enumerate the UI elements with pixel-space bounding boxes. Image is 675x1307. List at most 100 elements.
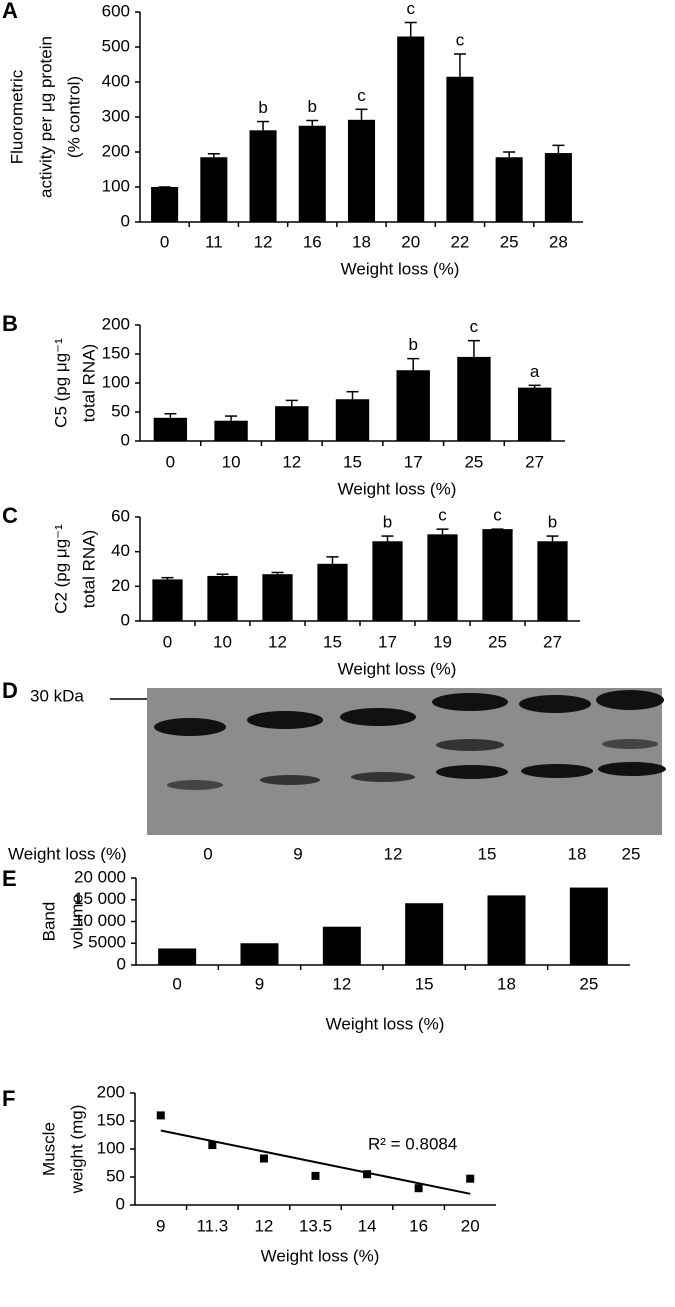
x-tick-label: 9: [293, 844, 302, 863]
bar: [487, 895, 526, 965]
blot-band: [247, 711, 323, 729]
significance-label: c: [470, 317, 479, 336]
bar: [537, 541, 568, 621]
significance-label: b: [408, 335, 417, 354]
significance-label: c: [357, 86, 366, 105]
y-tick-label: 400: [102, 71, 130, 90]
blot-band: [602, 739, 658, 749]
x-tick-label: 15: [415, 974, 434, 993]
y-axis-label: weight (mg): [67, 1105, 86, 1195]
blot-band: [340, 708, 416, 726]
point: [414, 1184, 423, 1193]
blot-band: [436, 739, 504, 751]
y-axis-label: Muscle: [39, 1122, 58, 1176]
x-tick-label: 19: [433, 632, 452, 651]
y-tick-label: 0: [121, 430, 130, 449]
y-tick-label: 100: [102, 372, 130, 391]
marker-label: 30 kDa: [30, 686, 84, 705]
bar: [446, 76, 474, 222]
bar: [482, 529, 513, 621]
blot-band: [167, 780, 223, 790]
y-tick-label: 15 000: [74, 889, 126, 908]
x-tick-label: 12: [254, 232, 273, 251]
bar: [405, 903, 444, 965]
blot-band: [598, 762, 666, 776]
y-axis-label: activity per μg protein: [36, 36, 55, 198]
significance-label: b: [258, 98, 267, 117]
y-axis-label: total RNA): [79, 344, 98, 422]
bar: [427, 534, 458, 621]
y-tick-label: 50: [111, 401, 130, 420]
x-tick-label: 25: [488, 632, 507, 651]
point: [156, 1111, 165, 1120]
bar: [249, 130, 277, 222]
y-tick-label: 100: [102, 176, 130, 195]
bar: [151, 187, 179, 222]
bar: [335, 399, 370, 441]
bar: [240, 943, 279, 965]
y-tick-label: 600: [102, 1, 130, 20]
point: [208, 1141, 217, 1150]
blot-band: [519, 695, 591, 713]
x-tick-label: 0: [163, 632, 172, 651]
y-tick-label: 60: [111, 506, 130, 525]
blot-band: [596, 690, 664, 710]
y-tick-label: 100: [97, 1138, 125, 1157]
bar: [322, 926, 361, 965]
bar: [158, 948, 197, 965]
bar: [569, 887, 608, 965]
significance-label: a: [530, 362, 540, 381]
x-axis-label: Weight loss (%): [261, 1246, 380, 1265]
x-tick-label: 10: [213, 632, 232, 651]
r-squared-label: R² = 0.8084: [368, 1134, 457, 1153]
y-tick-label: 300: [102, 106, 130, 125]
y-axis-label: C2 (pg μg⁻¹: [51, 524, 70, 614]
y-tick-label: 0: [121, 610, 130, 629]
significance-label: c: [406, 0, 415, 18]
x-tick-label: 11.3: [196, 1216, 228, 1235]
x-axis-label: Weight loss (%): [338, 479, 457, 498]
significance-label: c: [456, 30, 465, 49]
significance-label: b: [383, 513, 392, 532]
blot-band: [436, 765, 508, 779]
x-tick-label: 0: [172, 974, 181, 993]
point: [363, 1170, 372, 1179]
x-tick-label: 9: [255, 974, 264, 993]
x-tick-label: 18: [568, 844, 587, 863]
y-tick-label: 50: [106, 1166, 125, 1185]
blot-image: [110, 688, 666, 835]
y-axis-label: (% control): [64, 76, 83, 158]
significance-label: b: [308, 97, 317, 116]
x-tick-label: 17: [404, 452, 423, 471]
y-tick-label: 20 000: [74, 867, 126, 886]
bar: [207, 575, 238, 621]
bar: [317, 563, 348, 621]
blot-band: [521, 764, 593, 778]
x-tick-label: 25: [500, 232, 519, 251]
x-tick-label: 0: [203, 844, 212, 863]
y-tick-label: 200: [102, 314, 130, 333]
bar: [544, 153, 572, 222]
blot-background: [147, 688, 662, 835]
x-tick-label: 18: [352, 232, 371, 251]
x-axis-label: Weight loss (%): [326, 1014, 445, 1033]
bar: [214, 420, 248, 441]
significance-label: c: [493, 506, 502, 525]
trendline: [160, 1129, 471, 1195]
x-tick-label: 0: [166, 452, 175, 471]
bar: [298, 125, 326, 222]
y-tick-label: 20: [111, 576, 130, 595]
x-axis-label: Weight loss (%): [8, 844, 127, 863]
x-tick-label: 12: [384, 844, 403, 863]
y-tick-label: 150: [102, 343, 130, 362]
blot-band: [351, 772, 415, 782]
bar: [347, 119, 376, 222]
bar: [152, 579, 183, 621]
x-tick-label: 15: [323, 632, 342, 651]
x-tick-label: 10: [222, 452, 241, 471]
y-axis-label: Band: [39, 902, 58, 942]
x-axis-label: Weight loss (%): [338, 659, 457, 678]
y-tick-label: 40: [111, 541, 130, 560]
bar: [495, 157, 523, 222]
